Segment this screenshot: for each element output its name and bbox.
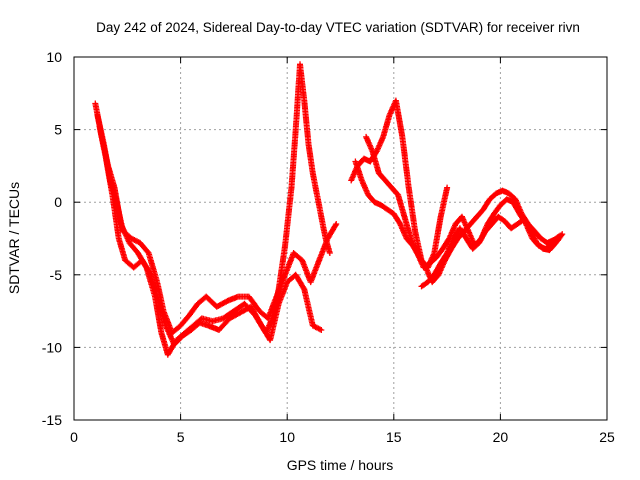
grid — [74, 57, 607, 420]
x-tick-label: 15 — [386, 429, 402, 445]
y-tick-label: 5 — [54, 122, 62, 138]
series-track-c — [96, 123, 325, 348]
series-markers — [96, 123, 325, 348]
x-tick-label: 5 — [177, 429, 185, 445]
series-track-b — [94, 112, 340, 336]
y-tick-label: 0 — [54, 194, 62, 210]
x-tick-label: 0 — [70, 429, 78, 445]
plot-frame — [73, 56, 608, 421]
y-tick-label: -15 — [42, 412, 62, 428]
series-markers — [418, 213, 566, 290]
chart-title: Day 242 of 2024, Sidereal Day-to-day VTE… — [96, 20, 580, 35]
x-axis-label: GPS time / hours — [287, 457, 394, 473]
y-axis-ticks: -15 -10 -5 0 5 10 — [42, 49, 607, 428]
series-markers — [94, 112, 340, 336]
data-points — [92, 61, 566, 358]
x-tick-label: 10 — [279, 429, 295, 445]
series-markers — [92, 61, 333, 358]
x-tick-label: 25 — [599, 429, 615, 445]
x-tick-label: 20 — [493, 429, 509, 445]
y-axis-label: SDTVAR / TECUs — [6, 182, 22, 294]
y-tick-label: -5 — [50, 267, 63, 283]
series-track-f — [363, 133, 561, 271]
y-tick-label: -10 — [42, 339, 62, 355]
series-markers — [363, 133, 561, 271]
series-track-g — [418, 213, 566, 290]
x-axis-ticks: 0 5 10 15 20 25 — [70, 57, 615, 445]
y-tick-label: 10 — [46, 49, 62, 65]
series-track-a — [92, 61, 333, 358]
